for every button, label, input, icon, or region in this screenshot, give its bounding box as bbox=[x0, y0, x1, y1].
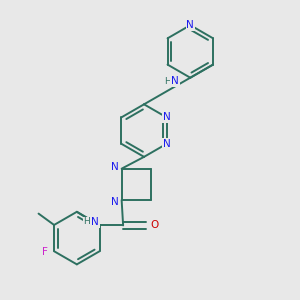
Text: O: O bbox=[151, 220, 159, 230]
Text: N: N bbox=[111, 197, 119, 207]
Text: N: N bbox=[163, 139, 171, 149]
Text: F: F bbox=[42, 247, 47, 257]
Text: N: N bbox=[91, 217, 99, 227]
Text: H: H bbox=[83, 217, 90, 226]
Text: N: N bbox=[171, 76, 179, 86]
Text: N: N bbox=[163, 112, 171, 122]
Text: N: N bbox=[186, 20, 194, 30]
Text: N: N bbox=[111, 162, 119, 172]
Text: H: H bbox=[164, 77, 171, 86]
